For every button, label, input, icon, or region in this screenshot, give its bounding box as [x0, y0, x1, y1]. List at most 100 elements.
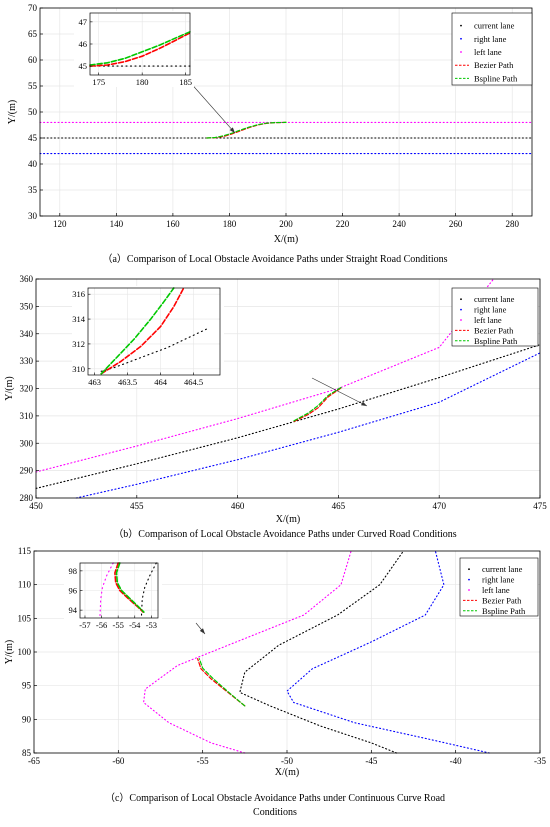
legend-entry-bezier-path: Bezier Path [482, 595, 522, 605]
x-tick-label: 455 [130, 501, 144, 511]
inset-x-tick-label: -55 [112, 620, 123, 630]
x-tick-label: 260 [449, 219, 463, 229]
legend-entry-current-lane: current lane [482, 564, 523, 574]
inset-x-tick-label: 464 [154, 377, 168, 387]
x-tick-label: 475 [533, 501, 547, 511]
x-axis-label: X/(m) [275, 767, 299, 778]
x-tick-label: 465 [332, 501, 346, 511]
y-tick-label: 115 [18, 546, 32, 556]
inset-x-tick-label: 463.5 [118, 377, 137, 387]
y-tick-label: 40 [28, 159, 38, 169]
y-tick-label: 280 [20, 493, 34, 503]
legend-entry-bezier-path: Bezier Path [474, 325, 514, 335]
inset-series-bspline-path [100, 287, 175, 375]
x-tick-label: 450 [29, 501, 43, 511]
chart-panel-1: 120 140 160 180 200 220 240 260 280 30 35 40 45 50 55 6… [7, 3, 533, 265]
inset-y-tick-label: 98 [69, 566, 78, 576]
legend-marker-current-lane [460, 298, 462, 301]
y-tick-label: 70 [28, 3, 38, 13]
inset-series-bspline-path [115, 562, 145, 613]
y-tick-label: 100 [18, 647, 32, 657]
y-tick-label: 360 [20, 274, 34, 284]
x-tick-label: 160 [166, 219, 180, 229]
y-axis-label: Y/(m) [7, 100, 18, 124]
legend-entry-bezier-path: Bezier Path [474, 60, 514, 70]
chart-panel-3: -65 -60 -55 -50 -45 -40 -35 85 90 95 100 105 110 115 X… [4, 546, 546, 818]
legend-marker-right-lane [460, 308, 462, 311]
zoom-arrow-head [361, 401, 367, 406]
series-current-lane [239, 550, 404, 754]
inset-x-tick-label: 180 [136, 77, 149, 87]
legend-entry-right-lane: right lane [482, 575, 515, 585]
series-bspline-path [293, 386, 343, 422]
y-tick-label: 60 [28, 55, 38, 65]
series-bspline-path [198, 658, 246, 707]
inset-series-current-lane [140, 562, 157, 619]
x-tick-label: 140 [110, 219, 124, 229]
legend-marker-right-lane [460, 37, 462, 40]
series-left-lane [143, 550, 352, 754]
zoom-arrow-head [229, 127, 235, 133]
series-right-lane [286, 550, 490, 754]
x-tick-label: 220 [336, 219, 350, 229]
inset-x-tick-label: -57 [79, 620, 90, 630]
x-tick-label: -35 [534, 756, 546, 766]
inset-x-tick-label: 464.5 [184, 377, 203, 387]
legend-entry-left-lane: left lane [474, 315, 502, 325]
inset-x-tick-label: 463 [88, 377, 101, 387]
y-tick-label: 320 [20, 384, 34, 394]
inset-y-tick-label: 314 [72, 314, 86, 324]
y-tick-label: 340 [20, 329, 34, 339]
x-axis-label: X/(m) [274, 234, 298, 245]
legend-entry-bspline-path: Bspline Path [482, 606, 526, 616]
legend-box [451, 287, 539, 347]
figure-caption-line-1: （c）Comparison of Local Obstacle Avoidanc… [105, 792, 445, 804]
y-axis-label: Y/(m) [4, 640, 15, 664]
zoom-inset: 463 463.5 464 464.5 310 312 314 316 [72, 286, 224, 387]
legend-box [451, 12, 533, 86]
x-tick-label: 120 [53, 219, 67, 229]
inset-y-tick-label: 316 [72, 289, 85, 299]
inset-y-tick-label: 310 [72, 364, 85, 374]
y-tick-label: 350 [20, 301, 34, 311]
inset-x-tick-label: -53 [146, 620, 157, 630]
x-tick-label: 460 [231, 501, 245, 511]
inset-y-tick-label: 47 [79, 17, 88, 27]
x-tick-label: 200 [279, 219, 293, 229]
inset-x-tick-label: 175 [92, 77, 105, 87]
y-tick-label: 310 [20, 411, 34, 421]
legend-entry-right-lane: right lane [474, 34, 507, 44]
y-tick-label: 290 [20, 466, 34, 476]
figure-caption: （b）Comparison of Local Obstacle Avoidanc… [113, 528, 456, 540]
y-tick-label: 85 [22, 748, 32, 758]
x-tick-label: -55 [197, 756, 209, 766]
y-axis-label: Y/(m) [4, 376, 15, 400]
y-tick-label: 55 [28, 81, 38, 91]
y-tick-label: 30 [28, 211, 38, 221]
x-tick-label: 280 [505, 219, 519, 229]
figure-caption: （a）Comparison of Local Obstacle Avoidanc… [102, 253, 447, 265]
legend-marker-left-lane [460, 51, 462, 53]
x-tick-label: -45 [365, 756, 377, 766]
inset-y-tick-label: 45 [79, 61, 88, 71]
zoom-arrow-line [311, 377, 368, 407]
y-tick-label: 95 [22, 681, 32, 691]
inset-y-tick-label: 94 [69, 605, 78, 615]
legend-marker-left-lane [460, 319, 462, 321]
inset-x-tick-label: -54 [129, 620, 141, 630]
series-bezier-path [293, 386, 343, 422]
legend-entry-right-lane: right lane [474, 305, 507, 315]
x-tick-label: 240 [392, 219, 406, 229]
series-bspline-path [206, 121, 287, 139]
y-tick-label: 300 [20, 438, 34, 448]
legend-entry-left-lane: left lane [482, 585, 510, 595]
inset-background [74, 11, 194, 87]
series-left-lane [35, 278, 495, 473]
chart-panel-2: 450 455 460 465 470 475 280 290 300 310 320 330 340 3… [4, 274, 547, 540]
x-tick-label: -50 [281, 756, 293, 766]
legend-marker-right-lane [468, 578, 470, 581]
legend-entry-left-lane: left lane [474, 47, 502, 57]
legend-entry-bspline-path: Bspline Path [474, 336, 518, 346]
legend-entry-bspline-path: Bspline Path [474, 73, 518, 83]
legend-marker-current-lane [460, 24, 462, 27]
